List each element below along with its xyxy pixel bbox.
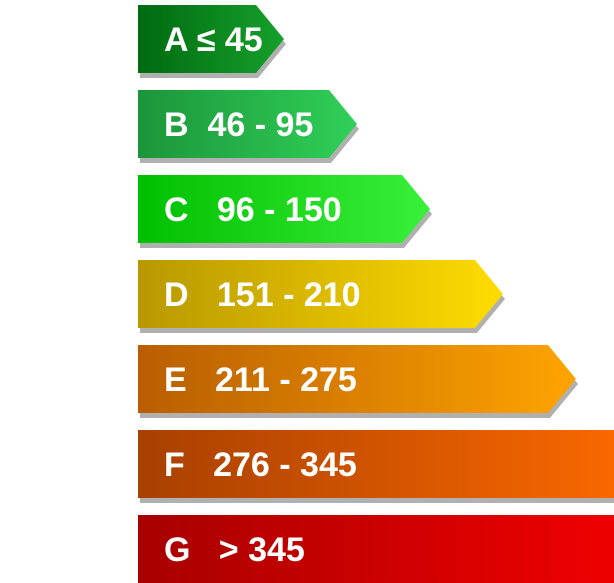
class-arrow-bar xyxy=(138,175,430,243)
class-arrow-bar xyxy=(138,515,614,583)
class-label: G > 345 xyxy=(164,531,305,569)
class-label: A ≤ 45 xyxy=(164,21,263,59)
class-label: D 151 - 210 xyxy=(164,276,361,314)
class-label: E 211 - 275 xyxy=(164,361,357,399)
energy-class-b: B 46 - 95 xyxy=(138,90,359,163)
energy-class-e: E 211 - 275 xyxy=(138,345,578,418)
class-arrow-bar xyxy=(138,90,357,158)
class-arrow-bar xyxy=(138,5,284,73)
energy-class-d: D 151 - 210 xyxy=(138,260,505,333)
class-label: C 96 - 150 xyxy=(164,191,342,229)
class-label: F 276 - 345 xyxy=(164,446,357,484)
class-label: B 46 - 95 xyxy=(164,106,313,144)
class-arrow-bar xyxy=(138,260,503,328)
energy-class-c: C 96 - 150 xyxy=(138,175,432,248)
class-arrow-bar xyxy=(138,345,576,413)
energy-class-a: A ≤ 45 xyxy=(138,5,286,78)
energy-class-g: G > 345 xyxy=(138,515,614,583)
energy-class-f: F 276 - 345 xyxy=(138,430,614,503)
class-arrow-bar xyxy=(138,430,614,498)
